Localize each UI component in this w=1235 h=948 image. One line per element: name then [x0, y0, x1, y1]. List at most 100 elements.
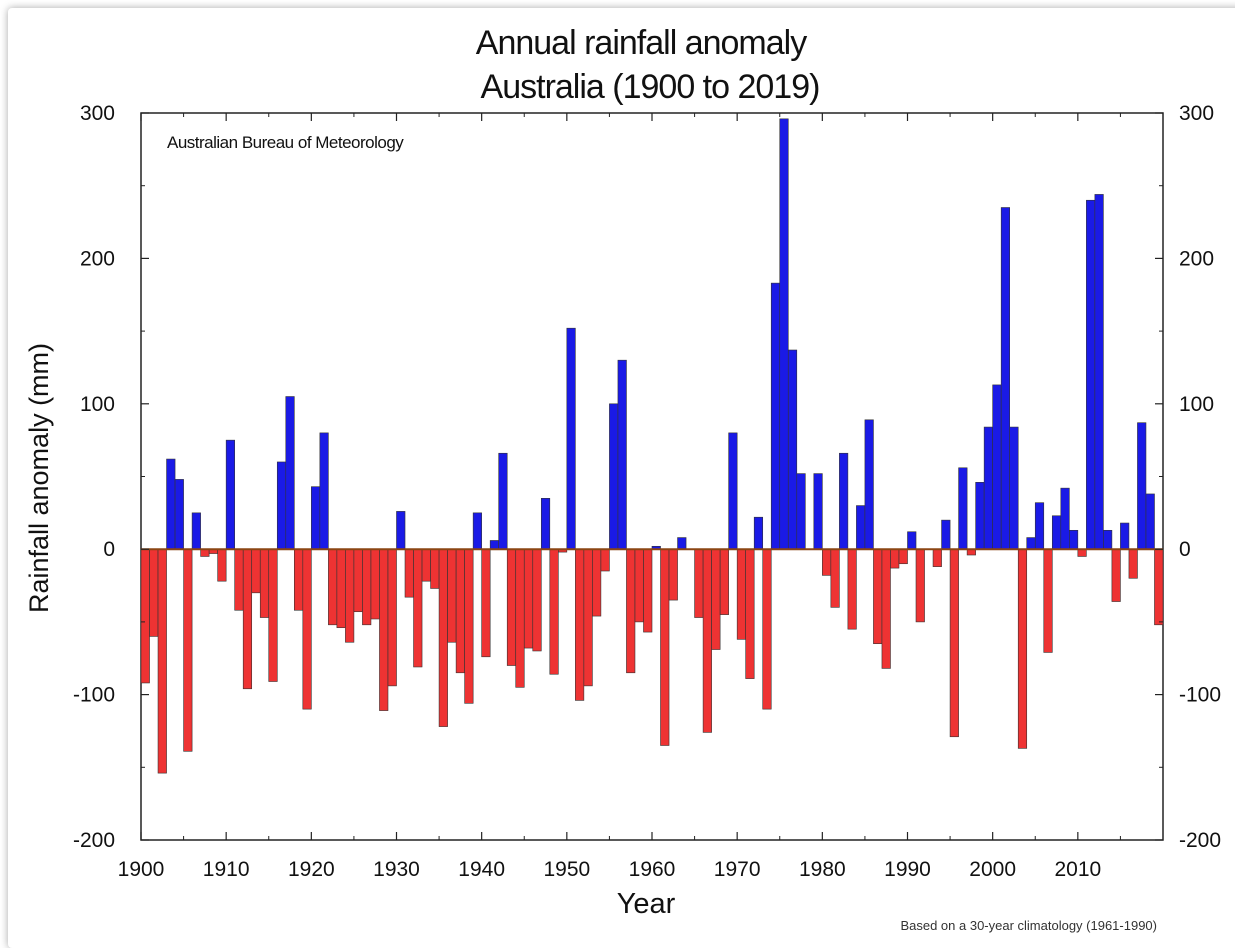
y-tick-label-left: 0 — [103, 538, 115, 561]
x-tick-label: 2010 — [1054, 858, 1101, 881]
bar-1968 — [719, 548, 729, 615]
bar-2004 — [1026, 537, 1036, 550]
bar-1925 — [353, 548, 363, 613]
bar-1972 — [753, 516, 764, 550]
bar-1933 — [421, 548, 431, 582]
bar-1999 — [983, 426, 993, 550]
bar-1983 — [847, 548, 857, 630]
bar-1927 — [370, 548, 380, 620]
bar-1975 — [779, 118, 789, 550]
x-tick-label: 1990 — [884, 858, 931, 881]
bar-2018 — [1145, 493, 1155, 550]
y-tick-label-right: 0 — [1179, 538, 1191, 561]
bar-2017 — [1137, 422, 1147, 550]
y-tick-label-right: 300 — [1179, 102, 1214, 125]
bar-1980 — [822, 548, 832, 576]
bar-1939 — [472, 512, 482, 550]
bar-1923 — [336, 548, 346, 629]
bar-1982 — [839, 452, 849, 550]
bar-1936 — [447, 548, 457, 643]
bar-1996 — [958, 467, 968, 550]
bar-2001 — [1000, 207, 1011, 550]
bar-1916 — [276, 461, 287, 550]
bar-1906 — [191, 512, 201, 550]
bar-1903 — [166, 458, 176, 550]
bar-1937 — [455, 548, 465, 674]
bar-1912 — [242, 548, 253, 690]
bar-1990 — [907, 531, 917, 550]
bar-2005 — [1034, 502, 1045, 550]
bar-2003 — [1017, 548, 1028, 749]
bar-1931 — [404, 548, 414, 598]
y-tick-label-right: 200 — [1179, 247, 1214, 270]
bar-1913 — [251, 548, 261, 594]
bar-1970 — [736, 548, 746, 640]
bar-1950 — [566, 327, 576, 550]
x-tick-label: 2000 — [969, 858, 1016, 881]
bar-2009 — [1069, 529, 1079, 550]
bar-1966 — [702, 548, 712, 733]
bar-1917 — [285, 396, 295, 550]
bar-1984 — [856, 505, 866, 550]
x-tick-label: 1930 — [373, 858, 420, 881]
bar-1951 — [575, 548, 585, 701]
bar-2002 — [1009, 426, 1019, 550]
bar-2013 — [1103, 529, 1113, 550]
bar-1901 — [149, 548, 159, 637]
chart-subtitle: Australia (1900 to 2019) — [481, 68, 820, 106]
x-tick-label: 1980 — [799, 858, 846, 881]
bar-1926 — [362, 548, 372, 626]
credit-label: Australian Bureau of Meteorology — [167, 133, 404, 152]
bar-2007 — [1051, 515, 1062, 550]
bar-1941 — [489, 540, 499, 550]
x-tick-label: 1940 — [458, 858, 505, 881]
bar-2019 — [1154, 548, 1164, 626]
x-tick-label: 1910 — [203, 858, 250, 881]
ticks-group: -200 -200 -100 -100 0 0 100 100 200 200 300 300 1900… — [73, 102, 1221, 881]
y-tick-label-left: -200 — [73, 829, 115, 852]
chart-title: Annual rainfall anomaly — [476, 24, 807, 62]
bar-1924 — [345, 548, 355, 643]
bar-1986 — [873, 548, 883, 645]
bar-1977 — [796, 473, 806, 550]
bar-2000 — [992, 384, 1002, 550]
bar-1918 — [293, 548, 304, 611]
bar-1954 — [600, 548, 610, 572]
bar-1973 — [762, 548, 772, 710]
bar-1910 — [225, 439, 235, 550]
bar-1976 — [787, 349, 798, 550]
bar-1969 — [728, 432, 738, 550]
bar-1928 — [379, 548, 389, 711]
bar-2011 — [1086, 199, 1096, 550]
bar-1934 — [430, 548, 440, 589]
bar-2016 — [1128, 548, 1138, 579]
bar-1998 — [975, 482, 985, 550]
y-tick-label-right: 100 — [1179, 393, 1214, 416]
y-axis-label: Rainfall anomaly (mm) — [24, 343, 54, 613]
bar-1956 — [617, 359, 627, 550]
bar-1932 — [413, 548, 423, 668]
bar-1948 — [549, 548, 559, 675]
bar-1944 — [515, 548, 525, 688]
y-tick-label-right: -100 — [1179, 684, 1221, 707]
bar-1909 — [217, 548, 227, 582]
x-axis-label: Year — [617, 888, 676, 920]
x-tick-label: 1920 — [288, 858, 335, 881]
y-tick-label-left: 300 — [80, 102, 115, 125]
bar-1914 — [259, 548, 270, 618]
x-tick-label: 1960 — [629, 858, 676, 881]
x-tick-label: 1970 — [714, 858, 761, 881]
bar-1938 — [464, 548, 474, 704]
bar-1915 — [268, 548, 278, 682]
bar-2008 — [1060, 487, 1070, 550]
bar-1907 — [200, 548, 210, 557]
y-tick-label-left: -100 — [73, 684, 115, 707]
y-tick-label-left: 200 — [80, 247, 115, 270]
bar-1946 — [532, 548, 542, 652]
bar-1959 — [643, 548, 653, 633]
y-tick-label-right: -200 — [1179, 829, 1221, 852]
bar-2015 — [1120, 522, 1130, 550]
bar-1967 — [711, 548, 721, 650]
bar-1929 — [387, 548, 397, 687]
